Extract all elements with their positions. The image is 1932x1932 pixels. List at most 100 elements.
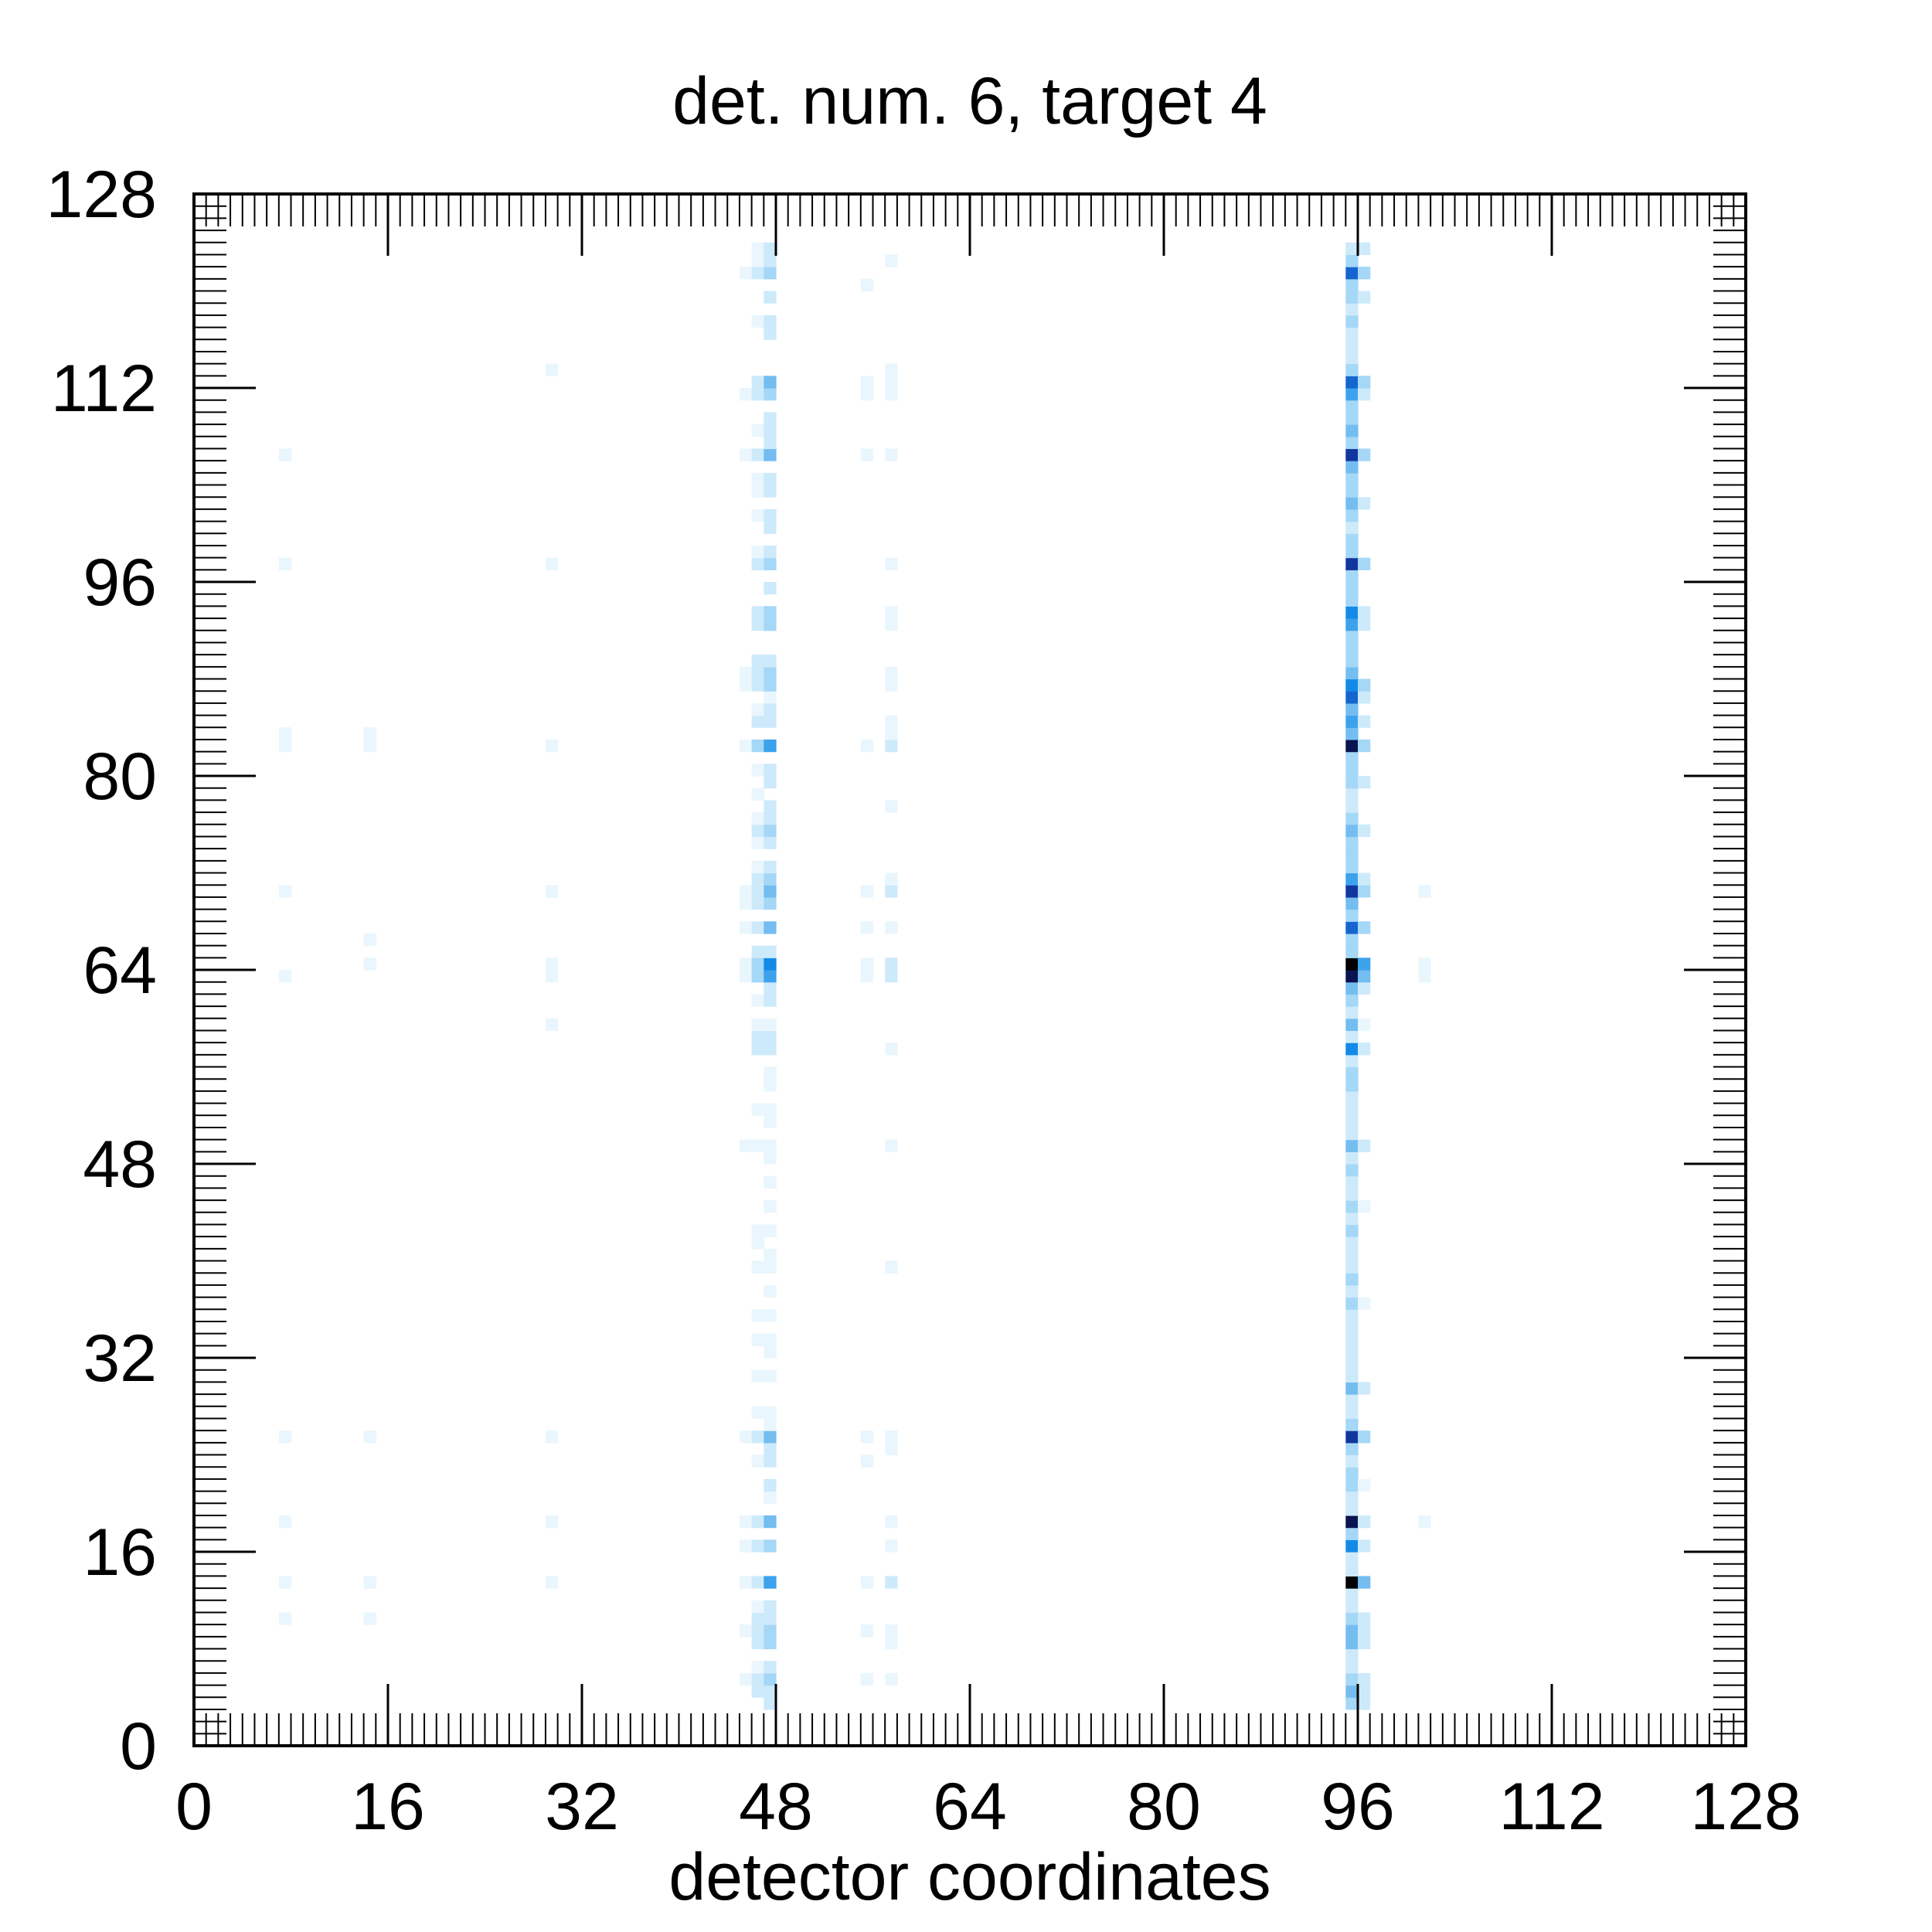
heatmap-cell	[860, 448, 874, 461]
heatmap-cell	[764, 1103, 777, 1116]
heatmap-cell	[764, 1661, 777, 1674]
heatmap-cell	[1345, 1454, 1359, 1468]
heatmap-cell	[1345, 1491, 1359, 1504]
y-tick-label: 0	[120, 1709, 157, 1784]
heatmap-cell	[764, 945, 777, 958]
heatmap-cell	[751, 1636, 764, 1650]
heatmap-cell	[764, 254, 777, 267]
heatmap-cell	[764, 860, 777, 874]
heatmap-cell	[885, 376, 898, 389]
heatmap-cell	[751, 896, 764, 910]
heatmap-cell	[1345, 812, 1359, 825]
heatmap-cell	[751, 1043, 764, 1056]
y-tick-label: 16	[83, 1515, 157, 1590]
heatmap-cell	[278, 1612, 292, 1625]
heatmap-cell	[764, 1030, 777, 1043]
heatmap-cell	[1345, 1697, 1359, 1710]
heatmap-cell	[1345, 872, 1359, 886]
heatmap-cell	[1345, 400, 1359, 413]
heatmap-cell	[1345, 1467, 1359, 1480]
heatmap-cell	[1345, 836, 1359, 849]
heatmap-cell	[764, 1624, 777, 1638]
heatmap-cell	[739, 896, 753, 910]
heatmap-cell	[1345, 860, 1359, 874]
heatmap-cell	[1358, 981, 1371, 995]
heatmap-cell	[751, 1539, 764, 1553]
heatmap-cell	[1345, 885, 1359, 898]
heatmap-cell	[363, 933, 376, 947]
heatmap-cell	[764, 1406, 777, 1420]
heatmap-cell	[751, 1454, 764, 1468]
heatmap-cell	[1345, 981, 1359, 995]
heatmap-cell	[751, 1369, 764, 1383]
heatmap-cell	[1345, 594, 1359, 607]
heatmap-cell	[1345, 1260, 1359, 1274]
heatmap-cell	[1345, 1515, 1359, 1529]
heatmap-cell	[1345, 1115, 1359, 1128]
heatmap-cell	[1358, 497, 1371, 510]
heatmap-cell	[751, 242, 764, 256]
heatmap-cell	[545, 970, 559, 983]
heatmap-cell	[751, 1260, 764, 1274]
heatmap-cell	[1345, 1212, 1359, 1226]
heatmap-cell	[751, 655, 764, 668]
x-tick-label: 112	[1498, 1770, 1604, 1844]
heatmap-cell	[764, 618, 777, 631]
heatmap-cell	[1345, 1624, 1359, 1638]
heatmap-cell	[751, 787, 764, 801]
heatmap-cell	[739, 739, 753, 753]
heatmap-cell	[764, 1066, 777, 1080]
heatmap-cell	[764, 1442, 777, 1456]
chart-title: det. num. 6, target 4	[672, 64, 1267, 138]
heatmap-cell	[764, 691, 777, 704]
heatmap-cell	[739, 1539, 753, 1553]
heatmap-cell	[1345, 1576, 1359, 1589]
heatmap-cell	[885, 363, 898, 376]
heatmap-cell	[363, 1612, 376, 1625]
heatmap-cell	[860, 388, 874, 401]
heatmap-cell	[1345, 1588, 1359, 1601]
heatmap-cell	[751, 666, 764, 680]
heatmap-cell	[1358, 557, 1371, 570]
heatmap-cell	[1345, 436, 1359, 450]
heatmap-cell	[751, 448, 764, 461]
heatmap-cell	[1358, 388, 1371, 401]
heatmap-cell	[1345, 1648, 1359, 1662]
heatmap-cell	[885, 1442, 898, 1456]
heatmap-cell	[1345, 267, 1359, 280]
heatmap-cell	[1358, 1624, 1371, 1638]
heatmap-cell	[751, 424, 764, 437]
heatmap-cell	[1345, 1612, 1359, 1625]
heatmap-cell	[739, 1139, 753, 1152]
heatmap-cell	[1345, 727, 1359, 740]
heatmap-cell	[1345, 1066, 1359, 1080]
heatmap-cell	[1345, 1685, 1359, 1698]
heatmap-cell	[1345, 1236, 1359, 1250]
heatmap-cell	[1358, 1576, 1371, 1589]
heatmap-cell	[1345, 933, 1359, 947]
axis-ticks	[192, 192, 1747, 1747]
heatmap-cell	[751, 267, 764, 280]
heatmap-cell	[278, 885, 292, 898]
heatmap-cell	[764, 436, 777, 450]
heatmap-cell	[739, 267, 753, 280]
heatmap-cell	[751, 485, 764, 498]
heatmap-cell	[545, 363, 559, 376]
heatmap-cell	[1345, 1672, 1359, 1686]
heatmap-cell	[1358, 1430, 1371, 1444]
x-tick-label: 48	[739, 1770, 813, 1844]
heatmap-cell	[1345, 824, 1359, 838]
heatmap-cell	[764, 981, 777, 995]
heatmap-cell	[751, 1430, 764, 1444]
heatmap-cell	[1345, 994, 1359, 1007]
heatmap-cell	[885, 254, 898, 267]
heatmap-cell	[885, 921, 898, 934]
heatmap-cell	[545, 957, 559, 971]
heatmap-cell	[1358, 1539, 1371, 1553]
heatmap-cell	[764, 702, 777, 716]
heatmap-cell	[764, 1248, 777, 1262]
heatmap-cell	[764, 1018, 777, 1032]
heatmap-cell	[764, 764, 777, 777]
heatmap-cell	[1345, 376, 1359, 389]
